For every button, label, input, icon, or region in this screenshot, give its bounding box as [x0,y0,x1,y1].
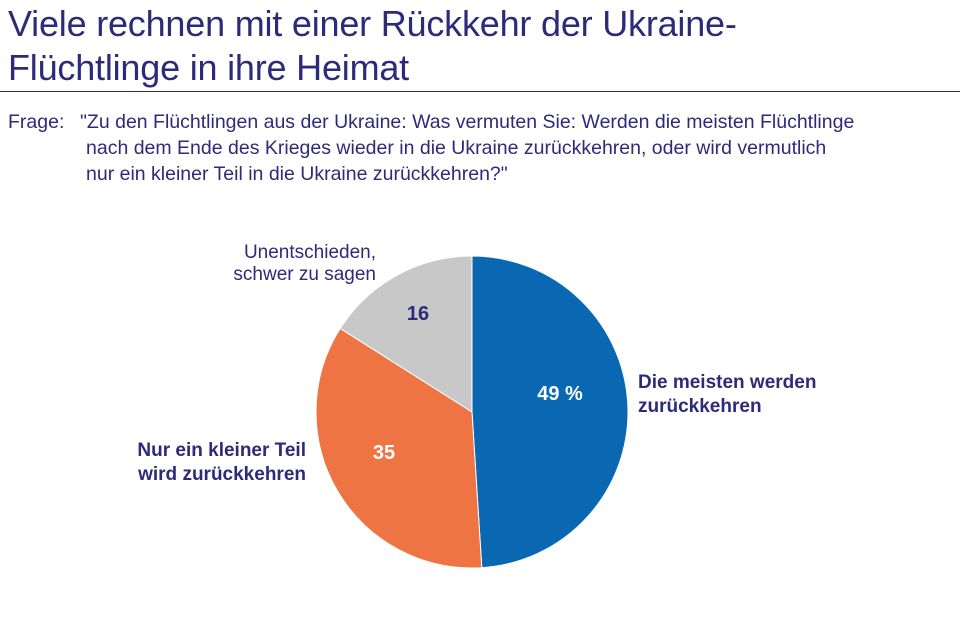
slice-category-label-line: Nur ein kleiner Teil [137,440,306,461]
pie-slice-3 [339,255,473,413]
slice-category-label-3: Unentschieden, schwer zu sagen [233,242,376,285]
slice-category-label-line: zurückkehren [638,396,762,417]
question-line-2: nach dem Ende des Krieges wieder in die … [86,137,827,159]
slice-category-label-line: Die meisten werden [638,372,816,393]
slice-value-label-2: 35 [373,442,395,464]
page-title: Viele rechnen mit einer Rückkehr der Ukr… [8,2,948,90]
title-line-2: Flüchtlinge in ihre Heimat [8,47,409,88]
title-line-1: Viele rechnen mit einer Rückkehr der Ukr… [8,3,737,44]
slice-value-label-3: 16 [407,303,429,325]
pie-slice-1 [471,255,629,569]
slice-category-label-1: Die meisten werden zurückkehren [638,372,816,417]
slice-category-label-line: Unentschieden, [244,242,376,263]
question-text: "Zu den Flüchtlingen aus der Ukraine: Wa… [80,109,950,187]
slice-category-label-line: schwer zu sagen [233,264,376,285]
slice-value-label-1: 49 % [537,383,583,405]
pie-slice-2 [315,327,483,569]
question-line-3: nur ein kleiner Teil in die Ukraine zurü… [86,163,508,185]
title-divider [0,91,960,92]
slice-category-label-2: Nur ein kleiner Teil wird zurückkehren [137,440,306,485]
slice-category-label-line: wird zurückkehren [137,464,306,485]
question-label: Frage: [8,111,65,133]
question-line-1: "Zu den Flüchtlingen aus der Ukraine: Wa… [80,111,855,133]
